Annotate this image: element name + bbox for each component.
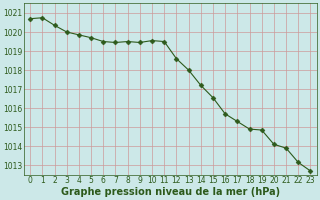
X-axis label: Graphe pression niveau de la mer (hPa): Graphe pression niveau de la mer (hPa): [61, 187, 280, 197]
